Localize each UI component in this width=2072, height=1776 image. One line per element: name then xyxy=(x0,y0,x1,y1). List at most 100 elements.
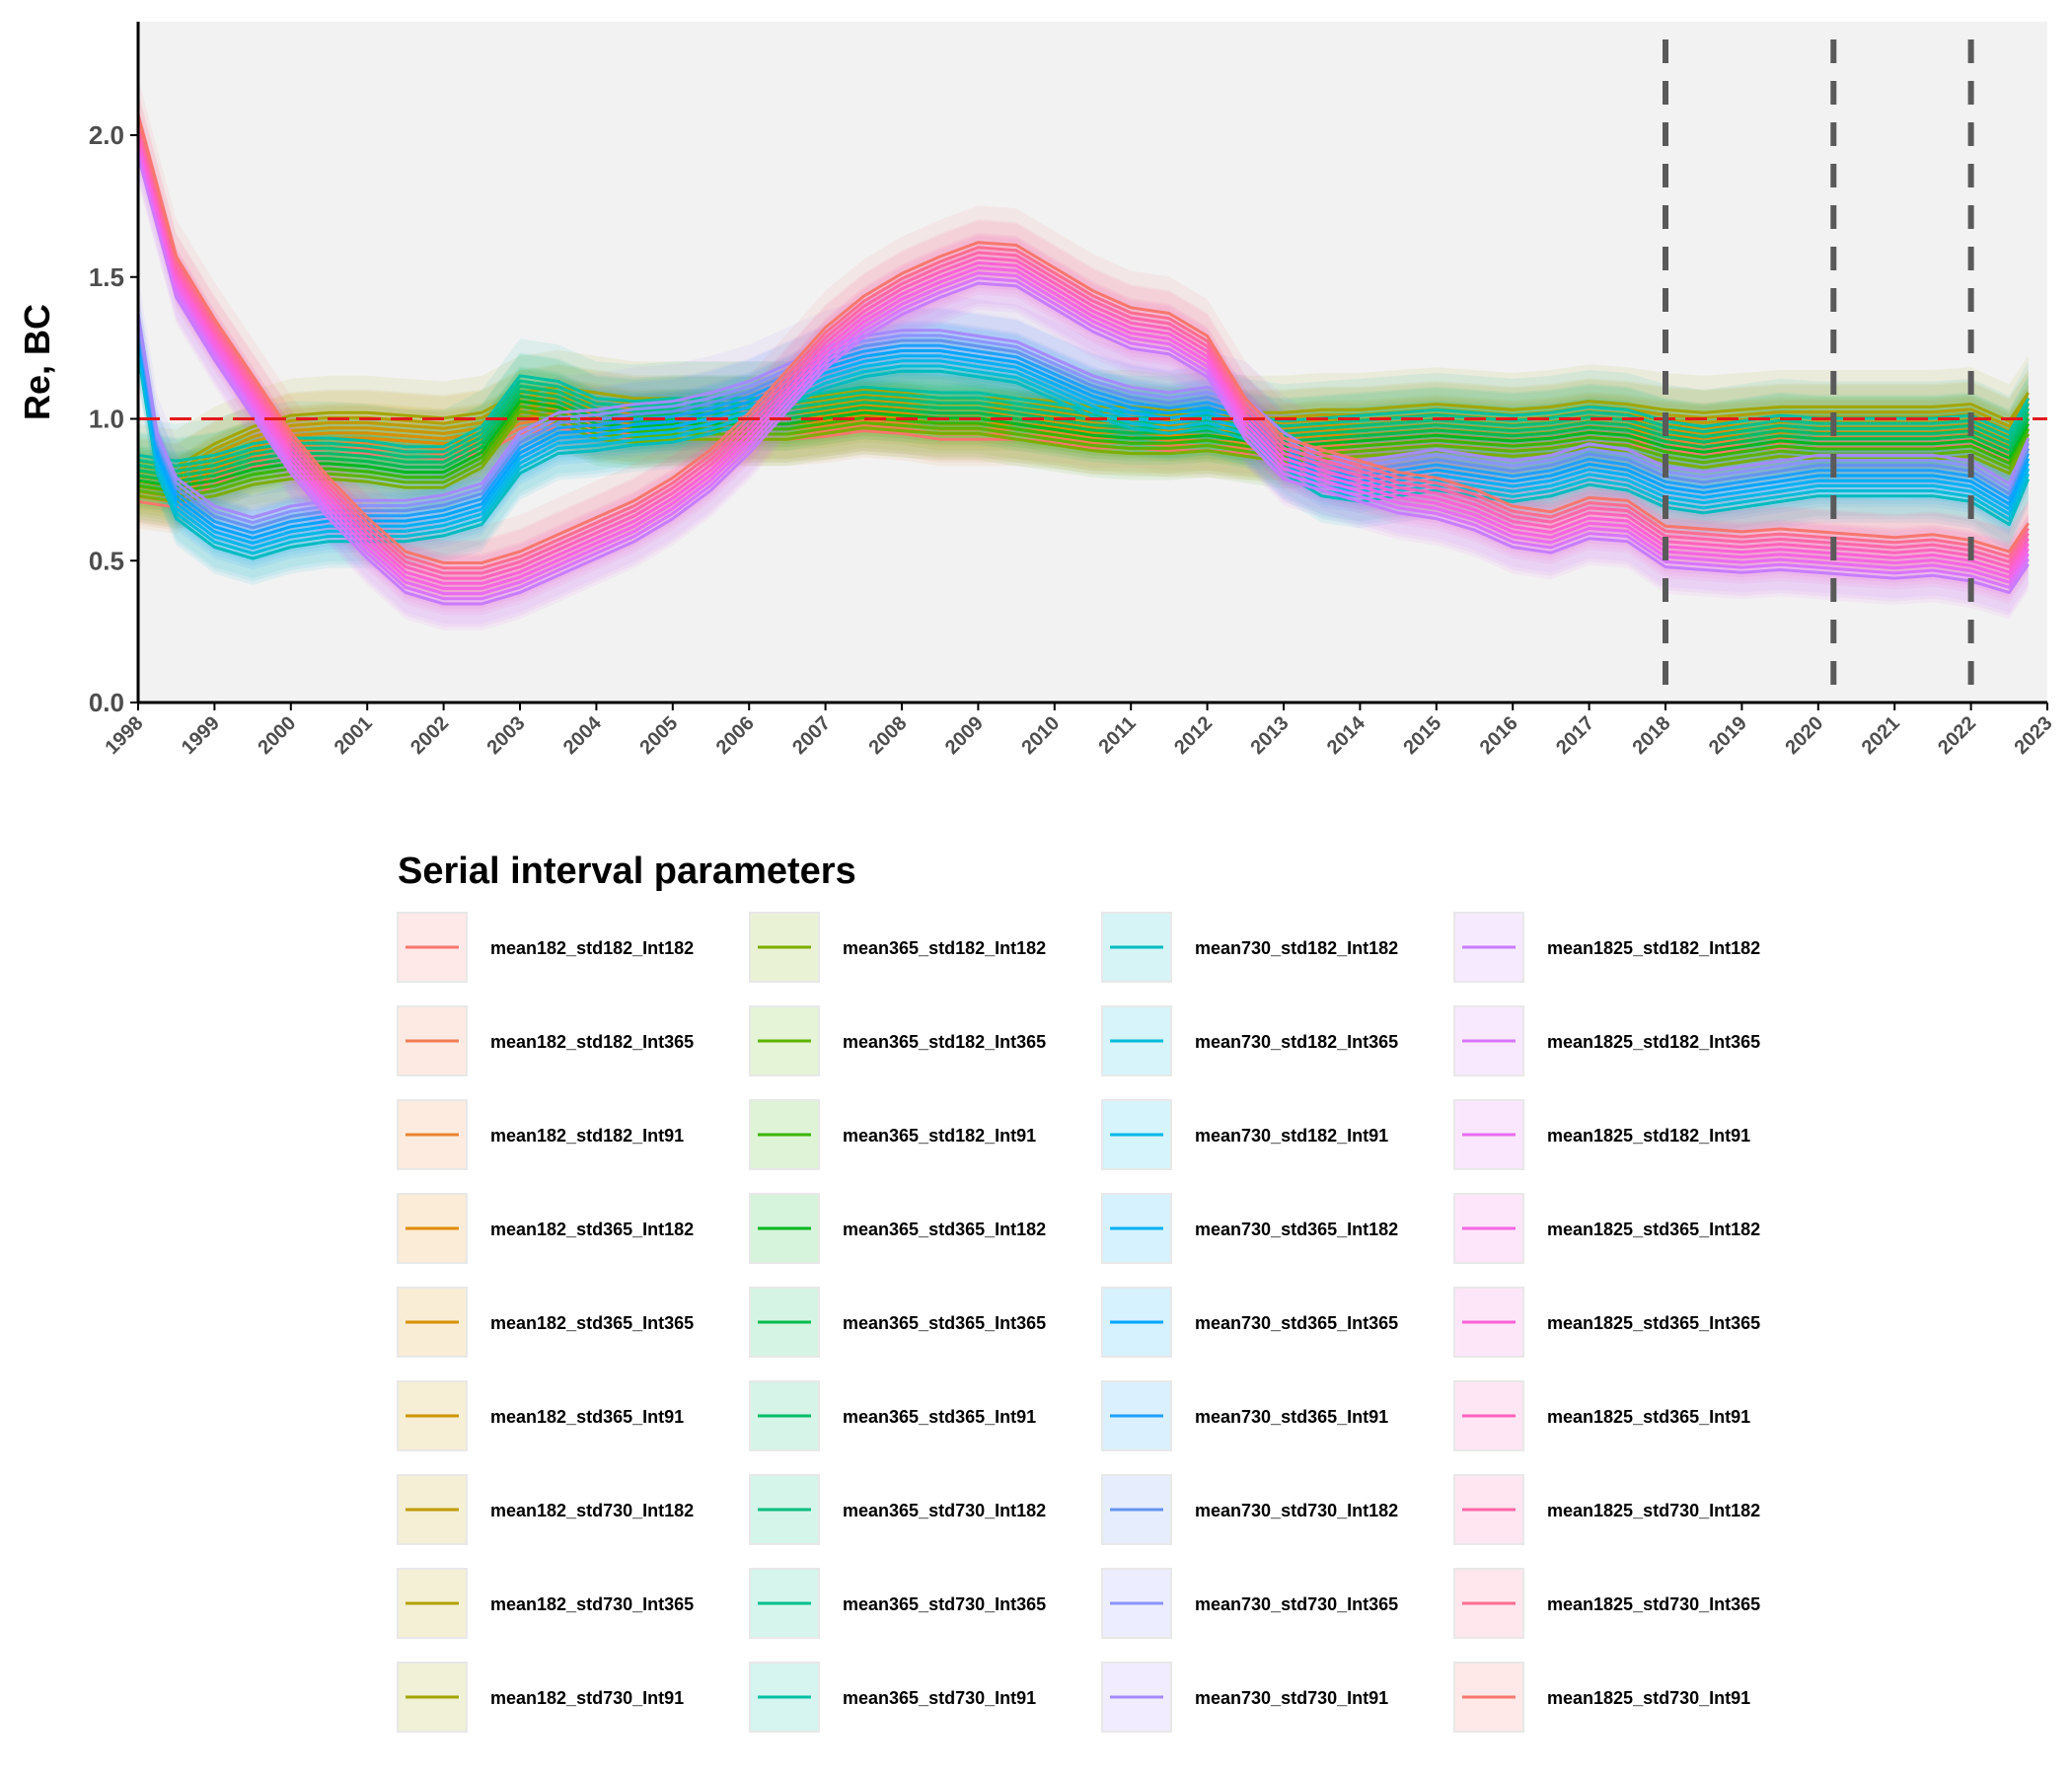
legend-item-mean1825-std182-int91: mean1825_std182_Int91 xyxy=(1453,1099,1750,1170)
legend-title: Serial interval parameters xyxy=(398,851,856,892)
legend-label: mean182_std182_Int365 xyxy=(490,1032,694,1052)
y-tick-label: 2.0 xyxy=(89,120,124,150)
legend-item-mean1825-std730-int91: mean1825_std730_Int91 xyxy=(1453,1662,1750,1733)
y-tick-label: 0.5 xyxy=(89,546,124,575)
legend-label: mean182_std365_Int91 xyxy=(490,1407,684,1427)
legend-item-mean365-std182-int365: mean365_std182_Int365 xyxy=(749,1005,1046,1076)
legend-item-mean365-std730-int182: mean365_std730_Int182 xyxy=(749,1474,1046,1545)
series-line-mean730-std365-int91 xyxy=(136,328,2031,535)
x-tick-label: 2016 xyxy=(1476,712,1522,759)
x-tick-label: 2009 xyxy=(941,712,988,759)
series-line-mean365-std182-int365 xyxy=(137,409,2031,498)
legend-item-mean730-std730-int182: mean730_std730_Int182 xyxy=(1101,1474,1398,1545)
series-line-mean365-std182-int182 xyxy=(137,414,2031,503)
x-tick-label: 1999 xyxy=(178,712,224,759)
x-tick-label: 2018 xyxy=(1629,712,1675,759)
legend-item-mean182-std730-int91: mean182_std730_Int91 xyxy=(397,1662,684,1733)
legend-label: mean1825_std365_Int182 xyxy=(1547,1220,1760,1239)
legend-item-mean182-std365-int91: mean182_std365_Int91 xyxy=(397,1380,684,1451)
x-tick-label: 2014 xyxy=(1323,711,1370,759)
band-mean730-std365-int365 xyxy=(138,305,2029,566)
legend-item-mean1825-std730-int365: mean1825_std730_Int365 xyxy=(1453,1568,1760,1639)
legend-label: mean1825_std182_Int182 xyxy=(1547,938,1760,958)
legend-item-mean365-std365-int365: mean365_std365_Int365 xyxy=(749,1287,1046,1358)
legend-item-mean365-std365-int91: mean365_std365_Int91 xyxy=(749,1380,1036,1451)
legend-label: mean730_std730_Int182 xyxy=(1195,1501,1398,1520)
x-tick-label: 2017 xyxy=(1552,712,1598,759)
legend-item-mean365-std730-int365: mean365_std730_Int365 xyxy=(749,1568,1046,1639)
x-tick-label: 2003 xyxy=(483,712,530,759)
legend-item-mean1825-std365-int365: mean1825_std365_Int365 xyxy=(1453,1287,1760,1358)
series-line-mean182-std182-int91 xyxy=(137,415,2030,499)
band-mean730-std730-int182 xyxy=(138,303,2029,548)
series-line-mean182-std365-int365 xyxy=(137,406,2030,488)
y-tick-label: 1.5 xyxy=(89,262,124,292)
legend-label: mean182_std730_Int365 xyxy=(490,1594,694,1614)
legend-item-mean365-std730-int91: mean365_std730_Int91 xyxy=(749,1662,1036,1733)
legend-item-mean730-std182-int182: mean730_std182_Int182 xyxy=(1101,912,1398,983)
series-line-mean1825-std182-int91 xyxy=(136,145,2030,596)
legend-label: mean182_std182_Int182 xyxy=(490,938,694,958)
series-line-mean730-std182-int182 xyxy=(136,353,2031,560)
legend-label: mean1825_std365_Int91 xyxy=(1547,1407,1750,1427)
series-line-mean730-std365-int182 xyxy=(136,338,2031,545)
series-line-mean730-std365-int365 xyxy=(136,333,2031,540)
series-line-mean182-std365-int182 xyxy=(137,410,2030,494)
x-tick-label: 2000 xyxy=(254,712,300,759)
x-tick-label: 2001 xyxy=(331,712,377,759)
x-tick-label: 2008 xyxy=(865,712,912,759)
x-tick-label: 2006 xyxy=(712,712,759,759)
y-tick-label: 1.0 xyxy=(89,405,124,434)
legend-item-mean365-std182-int91: mean365_std182_Int91 xyxy=(749,1099,1036,1170)
x-tick-label: 2019 xyxy=(1705,712,1751,759)
legend-label: mean182_std182_Int91 xyxy=(490,1126,684,1146)
legend-label: mean1825_std730_Int91 xyxy=(1547,1688,1750,1708)
x-tick-label: 2020 xyxy=(1781,712,1827,759)
legend-label: mean365_std182_Int182 xyxy=(843,938,1046,958)
x-tick-label: 2007 xyxy=(788,712,835,759)
legend-item-mean182-std730-int365: mean182_std730_Int365 xyxy=(397,1568,694,1639)
legend-label: mean182_std730_Int91 xyxy=(490,1688,684,1708)
legend-label: mean365_std730_Int182 xyxy=(843,1501,1046,1520)
x-tick-label: 2005 xyxy=(635,712,682,759)
x-tick-label: 2002 xyxy=(407,712,453,759)
band-mean1825-std182-int91 xyxy=(138,109,2029,630)
y-axis-title: Re, BC xyxy=(17,304,57,420)
legend-label: mean730_std365_Int182 xyxy=(1195,1220,1398,1239)
legend-label: mean182_std730_Int182 xyxy=(490,1501,694,1520)
legend-label: mean365_std365_Int365 xyxy=(843,1313,1046,1333)
series-line-mean1825-std730-int91 xyxy=(136,113,2030,564)
series-line-mean365-std182-int91 xyxy=(137,405,2031,493)
band-mean1825-std182-int365 xyxy=(138,121,2029,628)
band-mean1825-std730-int365 xyxy=(138,91,2029,597)
series-line-mean182-std182-int365 xyxy=(137,421,2030,504)
band-mean730-std365-int91 xyxy=(138,291,2029,570)
legend-item-mean730-std365-int365: mean730_std365_Int365 xyxy=(1101,1287,1398,1358)
legend-item-mean182-std182-int91: mean182_std182_Int91 xyxy=(397,1099,684,1170)
y-tick-label: 0.0 xyxy=(89,688,124,717)
x-tick-label: 2004 xyxy=(559,711,607,759)
legend-item-mean1825-std365-int182: mean1825_std365_Int182 xyxy=(1453,1193,1760,1264)
series-line-mean1825-std730-int365 xyxy=(136,119,2030,570)
band-mean730-std182-int182 xyxy=(138,333,2029,579)
series-line-mean365-std730-int365 xyxy=(137,379,2031,468)
legend-item-mean730-std730-int365: mean730_std730_Int365 xyxy=(1101,1568,1398,1639)
x-tick-label: 2013 xyxy=(1247,712,1294,759)
series-line-mean1825-std365-int365 xyxy=(136,134,2030,585)
x-tick-label: 2011 xyxy=(1094,712,1140,758)
series-line-mean1825-std365-int91 xyxy=(136,129,2030,580)
legend-item-mean1825-std365-int91: mean1825_std365_Int91 xyxy=(1453,1380,1750,1451)
legend-label: mean1825_std730_Int182 xyxy=(1547,1501,1760,1520)
legend-item-mean730-std730-int91: mean730_std730_Int91 xyxy=(1101,1662,1388,1733)
series-line-mean730-std182-int91 xyxy=(136,343,2031,551)
legend-item-mean1825-std730-int182: mean1825_std730_Int182 xyxy=(1453,1474,1760,1545)
series-line-mean1825-std730-int182 xyxy=(136,124,2030,575)
legend-item-mean182-std730-int182: mean182_std730_Int182 xyxy=(397,1474,694,1545)
legend-item-mean365-std182-int182: mean365_std182_Int182 xyxy=(749,912,1046,983)
x-tick-label: 1998 xyxy=(102,712,148,759)
x-tick-label: 2015 xyxy=(1399,712,1445,759)
legend-label: mean182_std365_Int365 xyxy=(490,1313,694,1333)
series-line-mean365-std730-int91 xyxy=(137,374,2031,463)
legend-item-mean730-std182-int365: mean730_std182_Int365 xyxy=(1101,1005,1398,1076)
